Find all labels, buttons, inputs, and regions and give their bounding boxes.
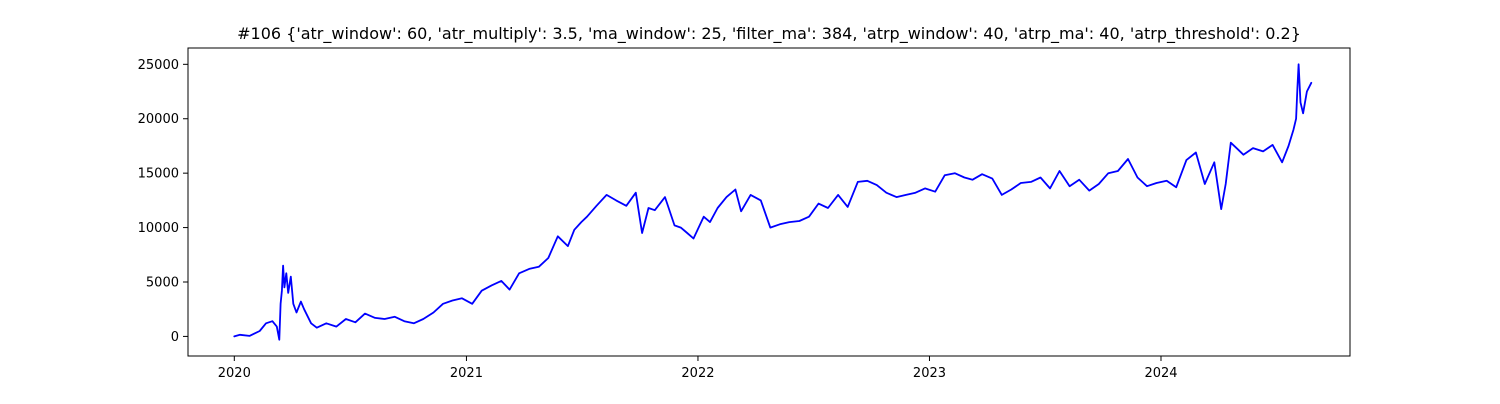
y-tick-label: 0 [171,330,179,345]
y-tick-label: 20000 [138,112,179,127]
plot-area: 0 5000 10000 15000 20000 25000 2020 2021 2022 202… [138,58,1313,381]
y-tick-label: 10000 [138,221,179,236]
x-tick-label: 2021 [450,366,483,381]
plot-frame [187,47,1351,357]
series-line [233,63,1313,341]
chart-title: #106 {'atr_window': 60, 'atr_multiply': … [237,24,1301,44]
y-tick-label: 25000 [138,58,179,73]
x-tick-label: 2023 [913,366,946,381]
x-tick-label: 2020 [218,366,251,381]
y-tick-label: 15000 [138,167,179,182]
y-tick-label: 5000 [146,275,179,290]
x-tick-label: 2024 [1144,366,1177,381]
x-tick-label: 2022 [681,366,714,381]
